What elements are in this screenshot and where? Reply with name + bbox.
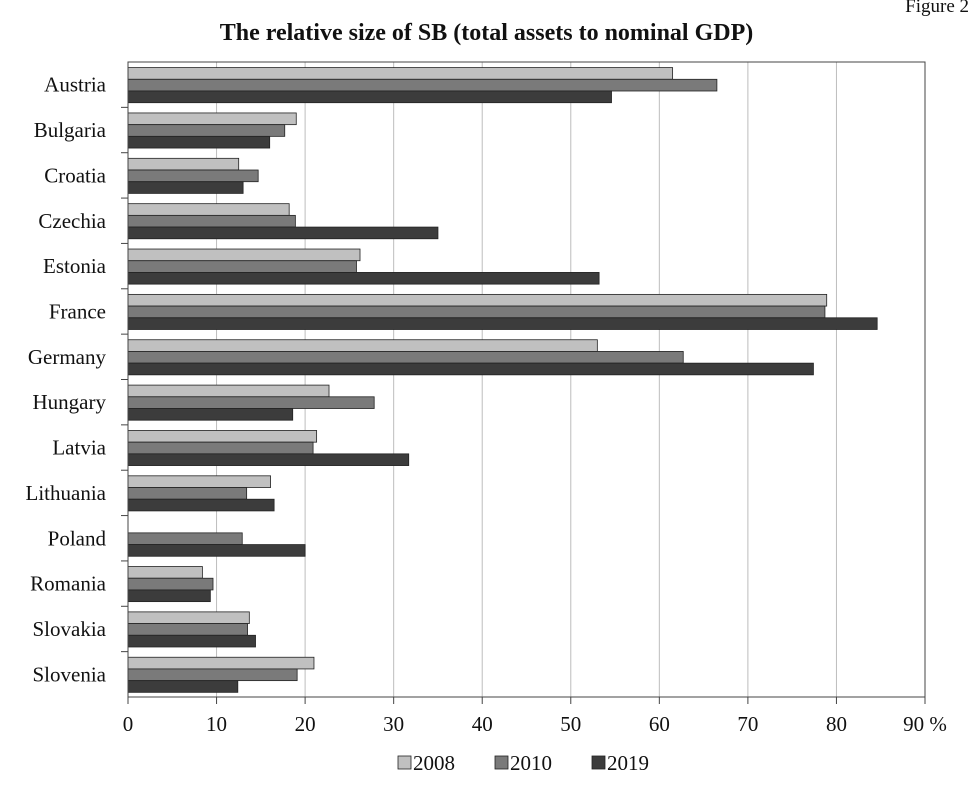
bar-2010-estonia <box>127 260 357 273</box>
bar-2019-poland <box>127 544 306 557</box>
bar-2010-poland <box>127 532 243 545</box>
bar-2019-czechia <box>127 226 439 240</box>
bar-2008-romania <box>127 566 203 579</box>
bar-2010-croatia <box>127 169 259 183</box>
bar-2008-austria <box>127 67 674 80</box>
x-tick-label: 90 % <box>903 712 947 736</box>
bar-2019-croatia <box>127 181 244 194</box>
legend-swatch <box>494 755 509 770</box>
bar-2008-latvia <box>127 430 318 443</box>
bar-2010-austria <box>127 78 718 92</box>
x-tick-label: 70 <box>737 712 758 736</box>
category-label: Romania <box>30 572 106 596</box>
legend-label: 2019 <box>607 751 649 775</box>
bar-2019-lithuania <box>127 498 275 512</box>
category-label: Croatia <box>44 163 106 187</box>
bar-2019-estonia <box>127 272 600 285</box>
bar-2019-romania <box>127 589 211 603</box>
bar-2008-croatia <box>127 157 240 171</box>
legend-swatch <box>397 755 412 770</box>
figure-label: Figure 2 <box>905 0 969 17</box>
x-tick-label: 10 <box>206 712 227 736</box>
category-label: Bulgaria <box>34 118 107 142</box>
bar-2010-slovakia <box>127 623 248 636</box>
legend: 2008 2010 2019 <box>397 751 649 775</box>
x-tick-label: 0 <box>123 712 134 736</box>
bar-2019-bulgaria <box>127 135 271 149</box>
bar-2008-slovenia <box>127 656 315 670</box>
axis-layer <box>121 61 926 704</box>
bar-2008-lithuania <box>127 475 271 488</box>
bar-2010-france <box>127 305 826 319</box>
bar-2019-slovenia <box>127 680 239 693</box>
category-label: Lithuania <box>26 481 107 505</box>
category-label: Estonia <box>43 254 107 278</box>
legend-label: 2010 <box>510 751 552 775</box>
bar-2010-latvia <box>127 441 314 455</box>
bar-2008-estonia <box>127 248 361 262</box>
bar-2008-bulgaria <box>127 112 297 126</box>
bar-2008-slovakia <box>127 611 250 624</box>
bar-2010-bulgaria <box>127 124 286 137</box>
category-label: Slovakia <box>33 617 107 641</box>
legend-swatch <box>591 755 606 770</box>
grid-layer <box>216 62 837 697</box>
bar-2019-latvia <box>127 453 410 466</box>
plot-frame <box>127 61 926 698</box>
category-label: Germany <box>28 345 107 369</box>
x-tick-label: 30 <box>383 712 404 736</box>
bar-layer <box>127 67 878 693</box>
x-tick-label: 40 <box>472 712 493 736</box>
x-tick-label: 60 <box>649 712 670 736</box>
bar-2010-czechia <box>127 214 296 228</box>
bar-2019-germany <box>127 362 814 376</box>
category-label: Czechia <box>38 209 106 233</box>
category-label: Latvia <box>52 436 106 460</box>
x-tick-label: 50 <box>560 712 581 736</box>
bar-2019-hungary <box>127 408 294 421</box>
bar-2008-france <box>127 293 828 307</box>
bar-2008-hungary <box>127 384 330 398</box>
bar-2019-austria <box>127 90 612 104</box>
bar-2019-slovakia <box>127 634 256 648</box>
category-label: Poland <box>48 526 107 550</box>
bar-2008-germany <box>127 339 598 352</box>
chart-title: The relative size of SB (total assets to… <box>219 20 754 46</box>
x-tick-label: 80 <box>826 712 847 736</box>
category-label: Hungary <box>33 390 107 414</box>
bar-2010-hungary <box>127 396 375 409</box>
bar-2019-france <box>127 317 878 330</box>
bar-2010-romania <box>127 577 214 591</box>
label-layer: 0 10 20 30 40 50 60 70 80 90 % Austria Bulgaria Croa… <box>26 73 947 736</box>
category-label: Austria <box>44 73 107 97</box>
bar-2010-slovenia <box>127 668 298 682</box>
x-tick-label: 20 <box>295 712 316 736</box>
category-label: Slovenia <box>33 662 107 686</box>
bar-2008-czechia <box>127 203 290 216</box>
bar-2010-lithuania <box>127 487 248 500</box>
category-label: France <box>49 299 106 323</box>
legend-label: 2008 <box>413 751 455 775</box>
bar-2010-germany <box>127 351 684 364</box>
